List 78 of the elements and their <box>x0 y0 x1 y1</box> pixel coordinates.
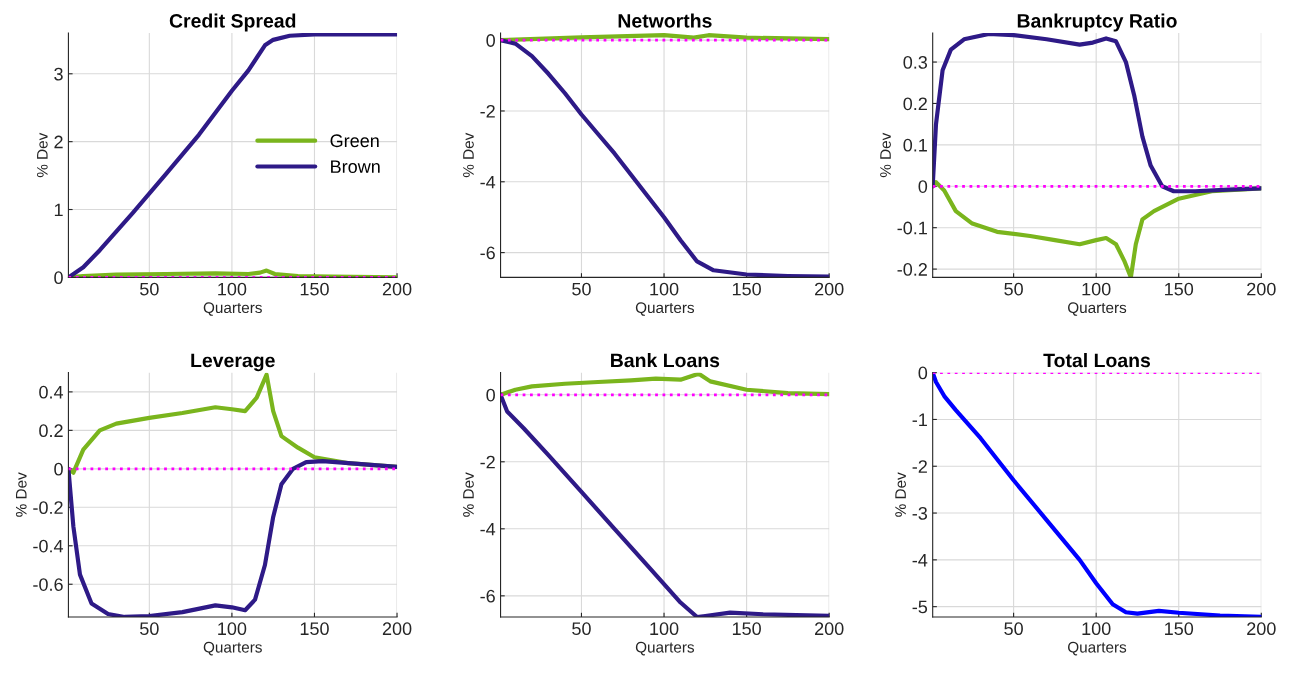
x-tick-label: 150 <box>300 282 329 296</box>
x-tick-label: 100 <box>218 282 247 296</box>
x-tick-label: 150 <box>1165 622 1194 636</box>
x-axis-title: Quarters <box>635 302 695 316</box>
x-tick-label: 200 <box>1247 622 1276 636</box>
y-axis-title: % Dev <box>463 132 474 178</box>
y-axis-title: % Dev <box>36 132 48 178</box>
chart-title: Total Loans <box>1043 353 1151 368</box>
x-tick-label: 50 <box>1004 622 1023 636</box>
y-tick-label: -6 <box>480 589 495 603</box>
chart-title: Networths <box>618 13 712 28</box>
y-tick-label: 0.3 <box>903 55 928 69</box>
y-tick-label: 0 <box>54 462 63 476</box>
x-tick-label: 200 <box>815 622 844 636</box>
x-tick-label: 150 <box>732 282 761 296</box>
x-tick-label: 200 <box>382 622 412 636</box>
x-tick-label: 100 <box>650 282 679 296</box>
x-tick-label: 100 <box>1082 282 1111 296</box>
y-tick-label: 0.4 <box>39 385 64 399</box>
y-tick-label: -2 <box>912 460 927 473</box>
x-axis-title: Quarters <box>1068 302 1127 316</box>
x-axis-title: Quarters <box>635 641 695 656</box>
x-tick-label: 100 <box>650 622 679 636</box>
y-tick-label: 1 <box>54 203 63 217</box>
y-tick-label: -0.6 <box>33 578 63 591</box>
y-axis-title: % Dev <box>15 472 27 517</box>
x-tick-label: 100 <box>218 622 247 636</box>
x-tick-label: 200 <box>382 282 412 296</box>
chart-title: Bankruptcy Ratio <box>1017 13 1177 32</box>
x-tick-label: 50 <box>572 282 591 296</box>
x-axis-title: Quarters <box>1068 641 1127 656</box>
y-tick-label: -0.2 <box>897 263 927 276</box>
x-tick-label: 100 <box>1082 622 1111 636</box>
x-tick-label: 50 <box>572 622 591 636</box>
y-tick-label: -0.4 <box>33 539 64 553</box>
x-axis-title: Quarters <box>203 302 262 316</box>
y-tick-label: -5 <box>912 600 928 614</box>
x-tick-label: 150 <box>300 622 329 636</box>
y-tick-label: -2 <box>480 104 495 118</box>
line-series <box>932 372 1262 617</box>
chart-title: Leverage <box>191 353 275 372</box>
y-tick-label: -0.1 <box>897 221 927 235</box>
y-tick-label: 0.1 <box>903 138 927 152</box>
y-tick-label: 0 <box>918 180 928 193</box>
line-series <box>68 33 398 278</box>
y-tick-label: -4 <box>480 175 496 189</box>
y-axis-title: % Dev <box>895 472 906 517</box>
x-tick-label: 50 <box>140 622 159 636</box>
y-tick-label: 0 <box>486 388 495 402</box>
x-axis-title: Quarters <box>203 641 262 656</box>
chart-title: Credit Spread <box>169 13 296 32</box>
x-tick-label: 150 <box>732 622 761 636</box>
y-tick-label: 0 <box>918 366 928 380</box>
x-tick-label: 150 <box>1165 282 1194 296</box>
y-tick-label: 0 <box>486 34 495 47</box>
y-tick-label: -4 <box>480 522 496 536</box>
y-axis-title: % Dev <box>463 472 474 517</box>
y-tick-label: -6 <box>480 246 495 260</box>
y-axis-title: % Dev <box>880 132 891 178</box>
y-tick-label: 0.2 <box>39 424 63 438</box>
y-tick-label: 3 <box>54 67 63 81</box>
y-tick-label: -3 <box>912 506 928 520</box>
x-tick-label: 200 <box>1247 282 1276 296</box>
x-tick-label: 50 <box>1004 282 1023 296</box>
y-tick-label: 2 <box>54 135 63 149</box>
x-tick-label: 50 <box>140 282 159 296</box>
line-series <box>500 372 830 397</box>
y-tick-label: 0 <box>54 271 63 285</box>
y-tick-label: -4 <box>912 553 928 567</box>
line-series <box>932 33 1262 194</box>
x-tick-label: 200 <box>815 282 844 296</box>
legend-label: Green <box>330 134 379 148</box>
y-tick-label: -0.2 <box>33 501 63 515</box>
y-tick-label: -1 <box>912 413 927 426</box>
y-tick-label: -2 <box>480 455 495 469</box>
y-tick-label: 0.2 <box>903 97 927 111</box>
legend-label: Brown <box>331 160 380 173</box>
chart-title: Bank Loans <box>611 353 720 368</box>
